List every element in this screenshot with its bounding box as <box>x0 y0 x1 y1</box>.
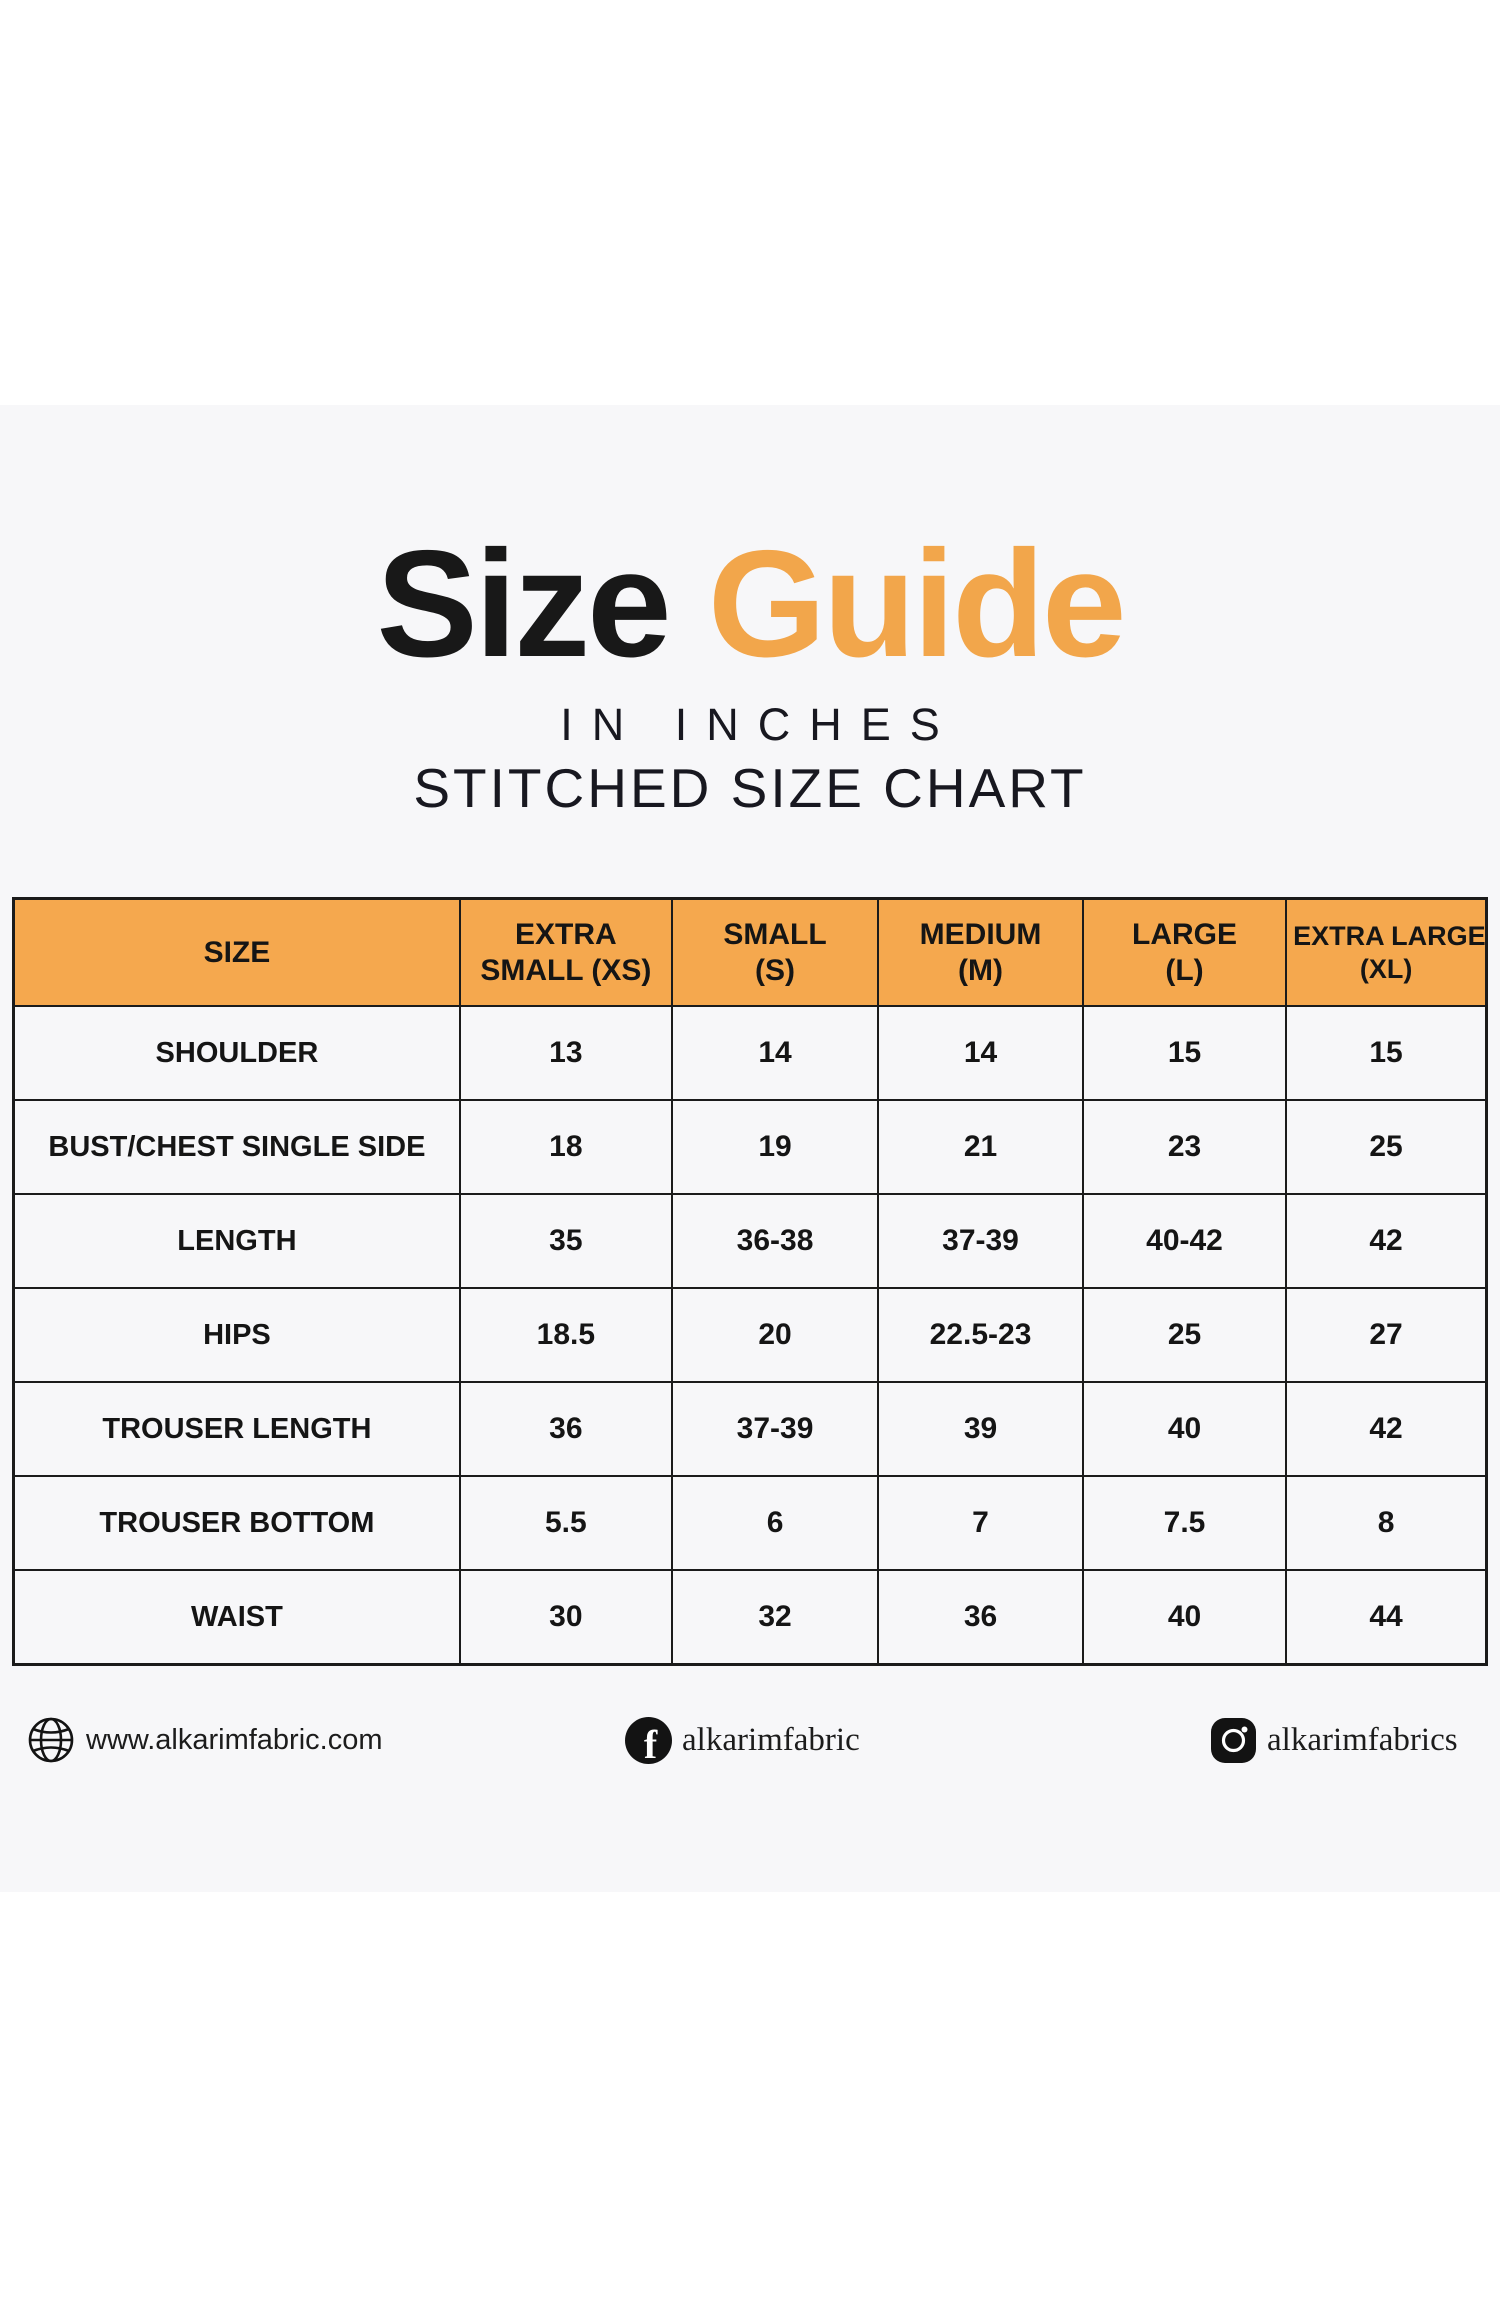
column-header-l: LARGE (L) <box>1081 897 1288 1007</box>
size-value-cell: 40 <box>1081 1381 1288 1477</box>
table-row: WAIST 30 32 36 40 44 <box>12 1569 1488 1666</box>
size-value-cell: 32 <box>670 1569 880 1666</box>
size-value-cell: 15 <box>1081 1005 1288 1101</box>
table-row: SHOULDER 13 14 14 15 15 <box>12 1005 1488 1101</box>
column-header-m: MEDIUM (M) <box>877 897 1084 1007</box>
row-label: LENGTH <box>12 1193 461 1289</box>
instagram-handle: alkarimfabrics <box>1267 1721 1458 1758</box>
size-value-cell: 5.5 <box>458 1475 673 1571</box>
size-value-cell: 42 <box>1285 1193 1488 1289</box>
instagram-link[interactable]: alkarimfabrics <box>1210 1703 1458 1777</box>
column-header-xs: EXTRA SMALL (XS) <box>458 897 673 1007</box>
column-header-s: SMALL (S) <box>670 897 880 1007</box>
row-label: TROUSER LENGTH <box>12 1381 461 1477</box>
size-value-cell: 37-39 <box>670 1381 880 1477</box>
row-label: BUST/CHEST SINGLE SIDE <box>12 1099 461 1195</box>
size-value-cell: 18.5 <box>458 1287 673 1383</box>
title-block: Size Guide IN INCHES STITCHED SIZE CHART <box>0 528 1500 816</box>
size-table: SIZE EXTRA SMALL (XS) SMALL (S) MEDIUM (M) LARG… <box>12 897 1488 1666</box>
size-value-cell: 18 <box>458 1099 673 1195</box>
subtitle-in-inches: IN INCHES <box>560 699 959 750</box>
size-value-cell: 8 <box>1285 1475 1488 1571</box>
size-value-cell: 36-38 <box>670 1193 880 1289</box>
page-title: Size Guide <box>0 528 1500 680</box>
size-value-cell: 27 <box>1285 1287 1488 1383</box>
row-label: TROUSER BOTTOM <box>12 1475 461 1571</box>
size-value-cell: 25 <box>1285 1099 1488 1195</box>
row-label: WAIST <box>12 1569 461 1666</box>
size-table-header: SIZE EXTRA SMALL (XS) SMALL (S) MEDIUM (M) LARG… <box>12 897 1488 1007</box>
row-label: HIPS <box>12 1287 461 1383</box>
header-row: SIZE EXTRA SMALL (XS) SMALL (S) MEDIUM (M) LARG… <box>12 897 1488 1007</box>
size-value-cell: 13 <box>458 1005 673 1101</box>
size-value-cell: 25 <box>1081 1287 1288 1383</box>
size-value-cell: 40 <box>1081 1569 1288 1666</box>
instagram-icon <box>1211 1717 1256 1763</box>
size-value-cell: 36 <box>458 1381 673 1477</box>
column-header-size: SIZE <box>12 897 461 1007</box>
website-link[interactable]: www.alkarimfabric.com <box>26 1703 383 1777</box>
size-value-cell: 35 <box>458 1193 673 1289</box>
title-word-guide: Guide <box>707 519 1127 689</box>
facebook-link[interactable]: f alkarimfabric <box>625 1703 860 1777</box>
facebook-handle: alkarimfabric <box>682 1721 860 1758</box>
title-word-size: Size <box>376 519 671 689</box>
size-value-cell: 6 <box>670 1475 880 1571</box>
size-value-cell: 21 <box>877 1099 1084 1195</box>
size-table-body: SHOULDER 13 14 14 15 15 BUST/CHEST SINGLE SIDE… <box>12 1005 1488 1666</box>
size-value-cell: 20 <box>670 1287 880 1383</box>
row-label: SHOULDER <box>12 1005 461 1101</box>
size-value-cell: 14 <box>877 1005 1084 1101</box>
size-value-cell: 22.5-23 <box>877 1287 1084 1383</box>
globe-icon <box>28 1717 74 1763</box>
table-row: BUST/CHEST SINGLE SIDE 18 19 21 23 25 <box>12 1099 1488 1195</box>
size-value-cell: 7 <box>877 1475 1084 1571</box>
facebook-icon: f <box>625 1716 672 1764</box>
table-row: TROUSER BOTTOM 5.5 6 7 7.5 8 <box>12 1475 1488 1571</box>
table-row: TROUSER LENGTH 36 37-39 39 40 42 <box>12 1381 1488 1477</box>
size-value-cell: 40-42 <box>1081 1193 1288 1289</box>
table-row: LENGTH 35 36-38 37-39 40-42 42 <box>12 1193 1488 1289</box>
size-value-cell: 23 <box>1081 1099 1288 1195</box>
size-value-cell: 44 <box>1285 1569 1488 1666</box>
size-value-cell: 14 <box>670 1005 880 1101</box>
size-value-cell: 42 <box>1285 1381 1488 1477</box>
size-value-cell: 15 <box>1285 1005 1488 1101</box>
size-value-cell: 37-39 <box>877 1193 1084 1289</box>
footer: www.alkarimfabric.com f alkarimfabric al… <box>0 1703 1500 1777</box>
size-value-cell: 36 <box>877 1569 1084 1666</box>
website-url: www.alkarimfabric.com <box>86 1723 383 1756</box>
size-value-cell: 30 <box>458 1569 673 1666</box>
size-value-cell: 39 <box>877 1381 1084 1477</box>
column-header-xl: EXTRA LARGE (XL) <box>1285 897 1488 1007</box>
size-value-cell: 7.5 <box>1081 1475 1288 1571</box>
subtitle-stitched-size-chart: STITCHED SIZE CHART <box>413 757 1087 819</box>
table-row: HIPS 18.5 20 22.5-23 25 27 <box>12 1287 1488 1383</box>
size-value-cell: 19 <box>670 1099 880 1195</box>
